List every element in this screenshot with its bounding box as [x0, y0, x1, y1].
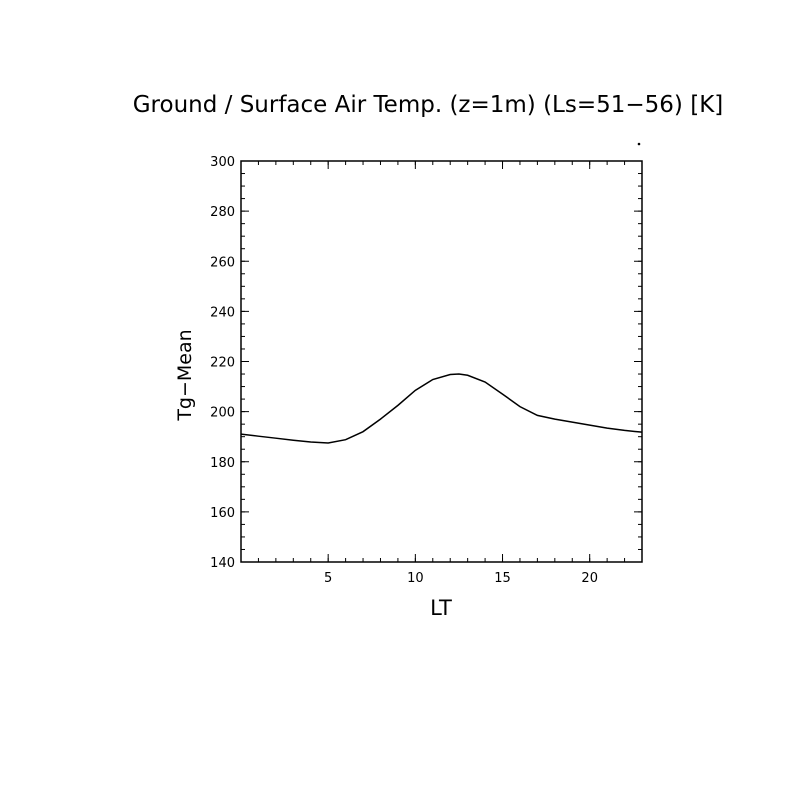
x-tick-label: 10 [407, 571, 424, 586]
y-tick-label: 300 [210, 155, 235, 170]
axis-tick-labels: 5 10 15 20 140 160 180 200 220 240 260 280 300 [210, 155, 598, 586]
corner-dot [637, 142, 641, 146]
plot-frame [240, 160, 643, 563]
y-tick-label: 200 [210, 406, 235, 421]
y-tick-label: 220 [210, 356, 235, 371]
series-line [240, 373, 643, 444]
x-axis-label: LT [430, 596, 452, 620]
y-axis-label: Tg−Mean [174, 329, 196, 421]
x-tick-label: 5 [324, 571, 332, 586]
y-tick-label: 240 [210, 305, 235, 320]
y-tick-label: 260 [210, 255, 235, 270]
chart-title: Ground / Surface Air Temp. (z=1m) (Ls=51… [133, 92, 724, 118]
axis-ticks [240, 160, 643, 563]
x-tick-label: 15 [494, 571, 511, 586]
y-tick-label: 160 [210, 506, 235, 521]
y-tick-label: 280 [210, 205, 235, 220]
y-tick-label: 180 [210, 456, 235, 471]
y-tick-label: 140 [210, 556, 235, 571]
x-tick-label: 20 [581, 571, 598, 586]
